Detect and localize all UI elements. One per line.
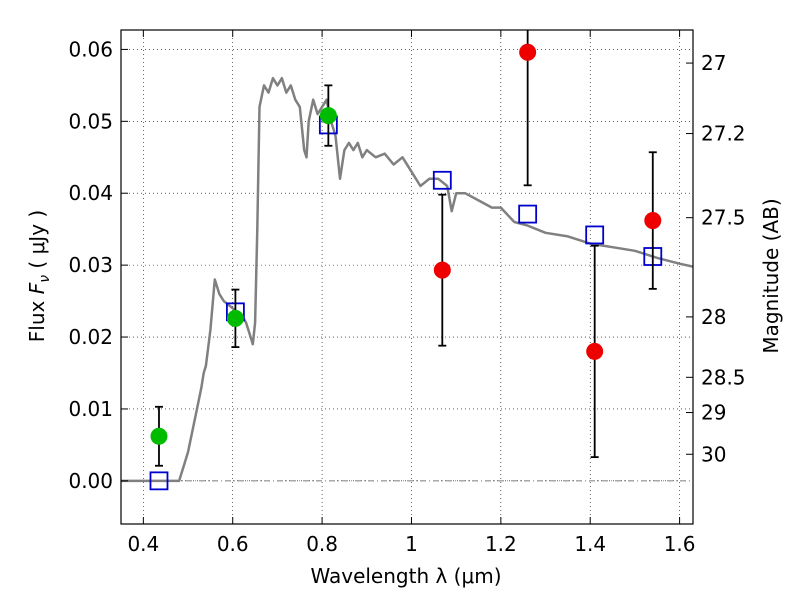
y-axis-label-prefix: Flux: [25, 294, 49, 342]
axes: 0.4 0.6 0.8 1 1.2 1.4 1.6 0.00 0.01 0.02 0.03 0.04 0…: [68, 30, 746, 556]
y-axis-label-subscript: ν: [37, 275, 53, 283]
right-tick-label: 28: [701, 305, 726, 329]
x-tick-label: 1.2: [485, 532, 517, 556]
measurement-point: [519, 43, 537, 61]
detection-point: [150, 427, 168, 445]
x-tick-label: 0.6: [217, 532, 249, 556]
x-tick-label: 1.6: [664, 532, 696, 556]
detection-point: [226, 309, 244, 327]
x-tick-label: 0.8: [306, 532, 338, 556]
plot-data: [121, 30, 693, 491]
y-tick-label: 0.03: [68, 253, 113, 277]
right-tick-label: 27: [701, 51, 726, 75]
model-photometry-square: [585, 225, 605, 245]
model-photometry-square: [518, 204, 538, 224]
y-tick-label: 0.00: [68, 469, 113, 493]
y-tick-label: 0.05: [68, 109, 113, 133]
x-tick-label: 1.4: [574, 532, 606, 556]
right-tick-label: 27.2: [701, 122, 746, 146]
y-axis-label-suffix: ( μJy ): [25, 210, 49, 275]
model-photometry-square: [432, 170, 452, 190]
grid-lines: [121, 30, 693, 524]
y-tick-label: 0.02: [68, 325, 113, 349]
right-axis-label: Magnitude (AB): [759, 198, 783, 353]
detection-point: [319, 107, 337, 125]
y-axis-label: Flux Fν ( μJy ): [25, 210, 53, 342]
y-tick-label: 0.04: [68, 181, 113, 205]
measurement-point: [586, 342, 604, 360]
spectrum-line: [121, 76, 693, 483]
right-tick-label: 29: [701, 401, 726, 425]
y-axis-label-symbol: F: [25, 282, 49, 294]
plot-frame: [120, 29, 694, 525]
measurement-point: [433, 261, 451, 279]
right-tick-label: 28.5: [701, 365, 746, 389]
model-photometry-square: [149, 471, 169, 491]
y-tick-label: 0.06: [68, 37, 113, 61]
right-tick-label: 30: [701, 442, 726, 466]
x-axis-label: Wavelength λ (μm): [310, 564, 501, 588]
x-tick-label: 0.4: [127, 532, 159, 556]
measurement-point: [644, 212, 662, 230]
x-tick-label: 1: [405, 532, 418, 556]
y-tick-label: 0.01: [68, 397, 113, 421]
right-tick-label: 27.5: [701, 206, 746, 230]
